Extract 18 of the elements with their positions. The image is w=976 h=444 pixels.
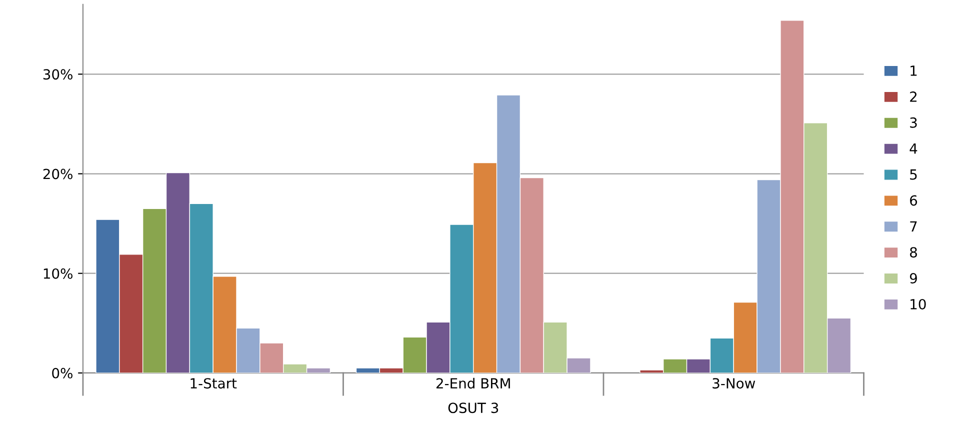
legend-label: 1 <box>910 66 917 76</box>
legend-label: 5 <box>910 169 917 180</box>
x-tick-label: 3-Now <box>712 378 756 389</box>
legend-label: 9 <box>910 273 917 284</box>
x-tick-label: 2-End BRM <box>436 378 510 389</box>
legend-label: 8 <box>910 247 917 258</box>
y-tick-label: 0% <box>52 368 72 378</box>
x-tick-label: 1-Start <box>190 378 237 389</box>
y-tick-label: 10% <box>44 268 72 279</box>
legend-label: 3 <box>910 117 917 128</box>
legend-label: 2 <box>910 91 917 102</box>
legend-label: 4 <box>910 143 918 154</box>
y-tick-label: 30% <box>43 69 72 80</box>
legend-label: 10 <box>910 298 926 310</box>
x-axis-title: OSUT 3 <box>448 402 498 414</box>
legend-label: 6 <box>910 195 918 206</box>
y-tick-label: 20% <box>43 168 72 180</box>
legend-label: 7 <box>910 221 917 232</box>
